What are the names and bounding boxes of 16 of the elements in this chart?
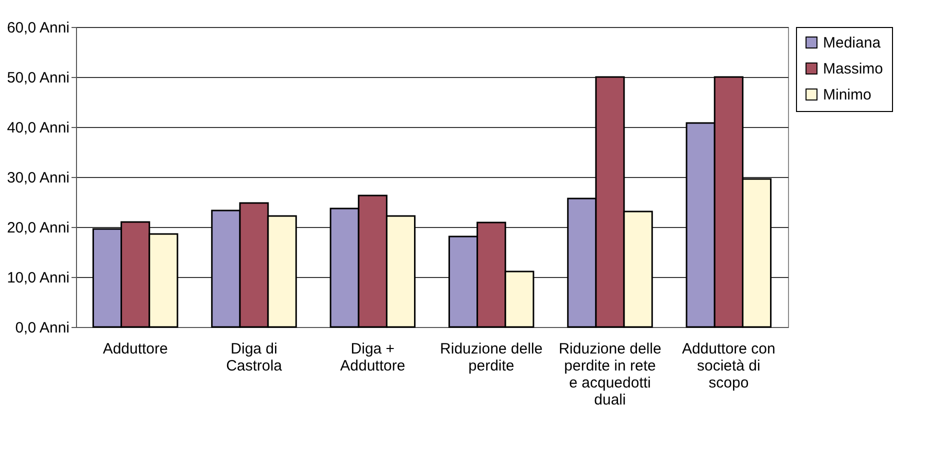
x-tick-label: Riduzione delle perdite in rete e acquedotti duali xyxy=(558,340,662,408)
legend-label: Minimo xyxy=(823,86,872,104)
x-tick-label: Adduttore xyxy=(102,340,168,358)
legend-label: Massimo xyxy=(823,60,884,78)
x-tick-label: Riduzione delle perdite xyxy=(440,340,543,374)
x-tick-label: Diga di Castrola xyxy=(226,340,283,374)
y-tick-label: 30,0 Anni xyxy=(6,170,70,186)
legend-label: Mediana xyxy=(823,34,882,52)
y-tick-label: 10,0 Anni xyxy=(6,270,70,286)
y-tick-label: 40,0 Anni xyxy=(6,120,70,136)
y-tick-label: 50,0 Anni xyxy=(6,70,70,86)
y-tick-label: 20,0 Anni xyxy=(6,220,70,236)
y-tick-label: 0,0 Anni xyxy=(15,320,70,336)
x-tick-label: Diga + Adduttore xyxy=(340,340,406,374)
x-tick-label: Adduttore con società di scopo xyxy=(682,340,776,392)
y-tick-label: 60,0 Anni xyxy=(6,20,70,36)
